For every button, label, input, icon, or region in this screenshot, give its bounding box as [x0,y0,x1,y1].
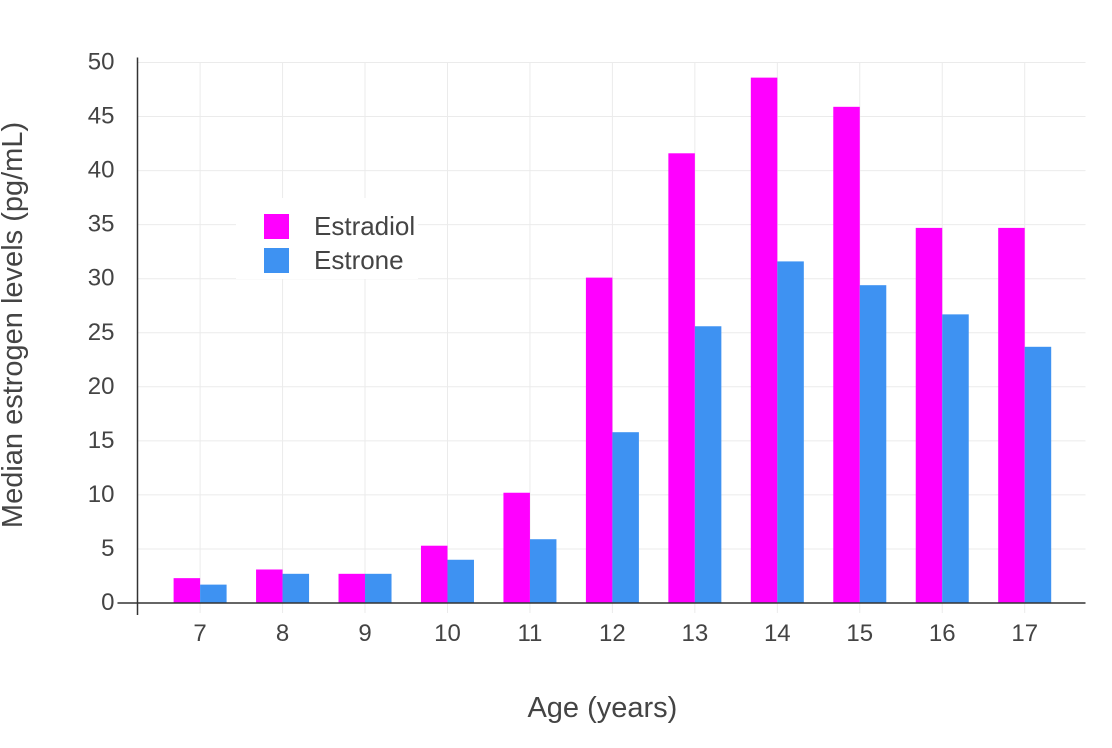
svg-text:16: 16 [929,620,956,647]
svg-text:10: 10 [88,481,115,508]
svg-text:13: 13 [682,620,709,647]
svg-text:20: 20 [88,373,115,400]
svg-text:8: 8 [276,620,289,647]
svg-text:Estrone: Estrone [314,245,404,275]
svg-text:11: 11 [517,620,542,647]
svg-text:30: 30 [88,265,115,292]
svg-text:10: 10 [434,620,461,647]
svg-text:0: 0 [101,589,114,616]
svg-text:9: 9 [358,620,371,647]
svg-text:Median estrogen levels (pg/mL): Median estrogen levels (pg/mL) [0,122,29,528]
svg-text:40: 40 [88,157,115,184]
svg-text:7: 7 [193,620,206,647]
svg-text:Estradiol: Estradiol [314,211,415,241]
svg-text:15: 15 [846,620,873,647]
svg-text:Age (years): Age (years) [527,692,677,724]
svg-text:50: 50 [88,49,115,76]
svg-text:15: 15 [88,427,115,454]
svg-text:14: 14 [764,620,791,647]
svg-text:45: 45 [88,103,115,130]
svg-text:35: 35 [88,211,115,238]
svg-text:25: 25 [88,319,115,346]
svg-text:12: 12 [599,620,626,647]
svg-text:5: 5 [101,535,114,562]
svg-text:17: 17 [1011,620,1038,647]
